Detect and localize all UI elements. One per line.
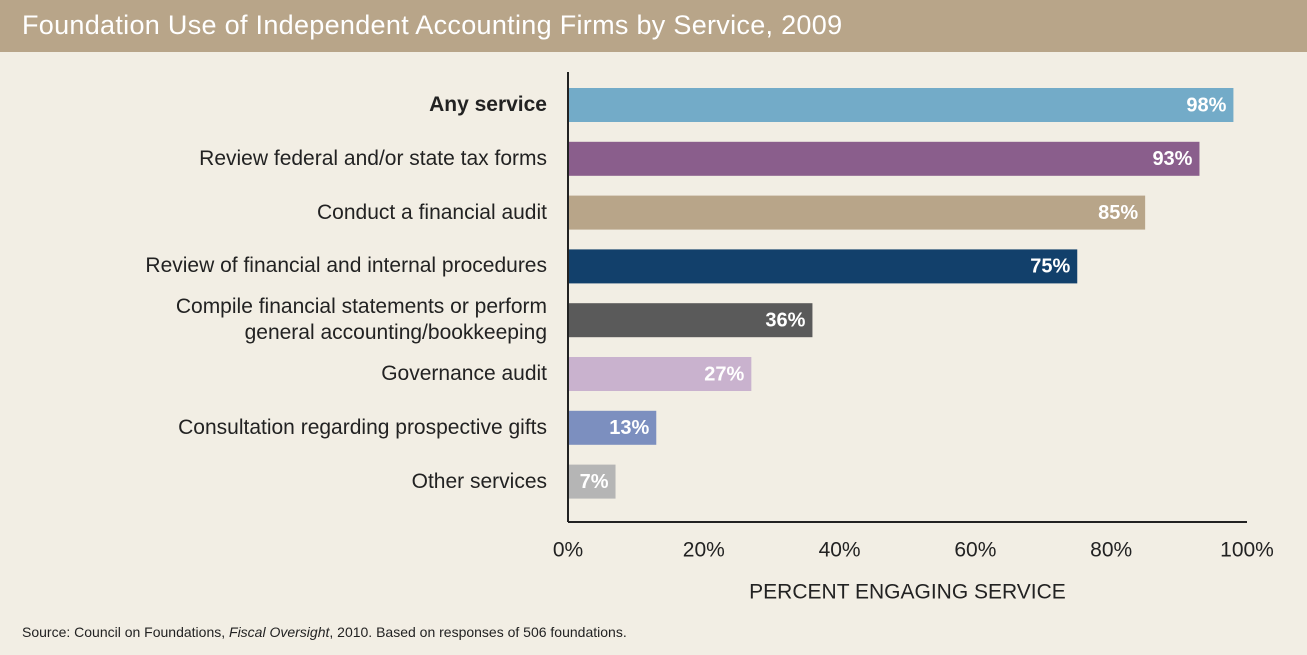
y-tick-label: Consultation regarding prospective gifts	[178, 415, 547, 439]
x-tick-label: 20%	[683, 539, 725, 562]
value-label: 85%	[1098, 202, 1138, 224]
bar	[568, 195, 1146, 230]
bar	[568, 410, 657, 445]
source-publication: Fiscal Oversight	[229, 624, 330, 640]
value-label: 36%	[765, 309, 805, 331]
y-tick-label: Conduct a financial audit	[317, 200, 547, 224]
x-tick-label: 60%	[954, 539, 996, 562]
bar	[568, 141, 1200, 176]
x-tick-label: 80%	[1090, 539, 1132, 562]
y-tick-label: Any service	[429, 93, 547, 116]
bar	[568, 303, 813, 338]
title-bar	[0, 0, 1307, 52]
value-label: 98%	[1186, 94, 1226, 116]
y-tick-label: Compile financial statements or perform …	[175, 295, 547, 345]
bar	[568, 357, 752, 391]
value-label: 7%	[580, 471, 609, 493]
source-text: Source: Council on Foundations,	[22, 624, 230, 640]
value-label: 93%	[1152, 148, 1192, 170]
value-label: 75%	[1030, 256, 1070, 278]
value-label: 27%	[704, 363, 744, 385]
bar	[568, 88, 1234, 122]
y-tick-label: Review of financial and internal procedu…	[145, 254, 547, 278]
x-tick-label: 0%	[553, 539, 583, 562]
x-tick-label: 100%	[1220, 539, 1274, 562]
value-label: 13%	[609, 417, 649, 439]
bar	[568, 249, 1078, 284]
source-note: Source: Council on Foundations, Fiscal O…	[22, 624, 627, 640]
y-tick-label: Other services	[411, 469, 547, 493]
bar	[568, 464, 616, 499]
x-tick-label: 40%	[819, 539, 861, 562]
y-tick-label: Review federal and/or state tax forms	[199, 146, 547, 170]
chart-title: Foundation Use of Independent Accounting…	[22, 10, 843, 40]
x-axis-label: PERCENT ENGAGING SERVICE	[749, 581, 1066, 604]
y-tick-label: Governance audit	[381, 362, 547, 385]
source-text: , 2010. Based on responses of 506 founda…	[329, 624, 627, 640]
